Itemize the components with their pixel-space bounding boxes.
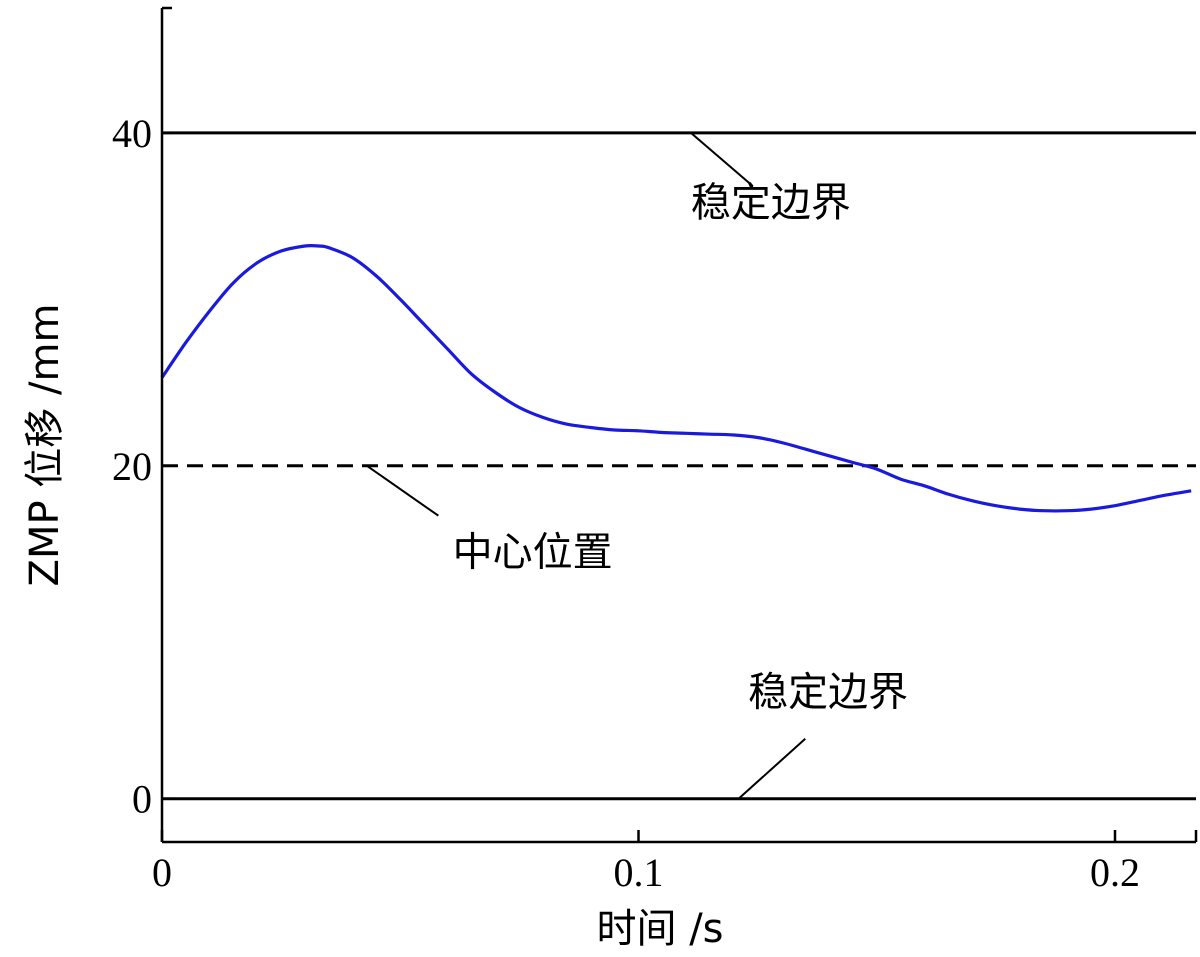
annotation-label-1: 中心位置 — [453, 530, 613, 576]
x-tick-label-2: 0.2 — [1090, 850, 1140, 895]
axes: 0 20 40 0 0.1 0.2 — [112, 6, 1198, 895]
annotation-leader-0 — [690, 132, 754, 187]
annotation-label-0: 稳定边界 — [691, 180, 851, 226]
annotation-leader-1 — [366, 464, 439, 517]
y-tick-label-0: 0 — [132, 777, 152, 822]
axis-labels: 时间 /s ZMP 位移 /mm — [22, 304, 724, 952]
y-tick-label-1: 20 — [112, 444, 152, 489]
y-tick-label-2: 40 — [112, 111, 152, 156]
annotation-label-2: 稳定边界 — [748, 669, 908, 715]
x-tick-label-0: 0 — [152, 850, 172, 895]
annotation-leader-2 — [737, 738, 806, 800]
data-series — [160, 243, 1192, 513]
y-axis-label: ZMP 位移 /mm — [22, 304, 68, 587]
x-tick-label-1: 0.1 — [613, 850, 663, 895]
x-axis-label: 时间 /s — [596, 906, 723, 952]
series-line-0 — [160, 243, 1192, 513]
reference-lines — [162, 131, 1196, 801]
